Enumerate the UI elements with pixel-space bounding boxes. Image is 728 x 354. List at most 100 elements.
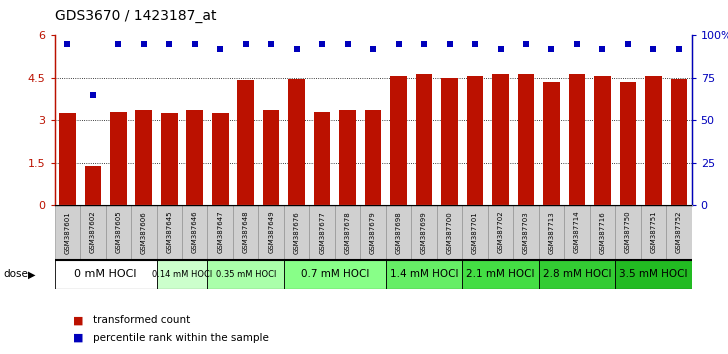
Bar — [284, 205, 309, 260]
Bar — [84, 166, 101, 205]
Text: GSM387648: GSM387648 — [242, 211, 249, 253]
Bar — [462, 205, 488, 260]
Text: GSM387751: GSM387751 — [650, 211, 657, 253]
Text: GSM387601: GSM387601 — [64, 211, 71, 253]
Bar — [157, 260, 207, 289]
Bar — [615, 260, 692, 289]
Bar — [666, 205, 692, 260]
Point — [189, 41, 201, 47]
Text: GSM387602: GSM387602 — [90, 211, 96, 253]
Text: GSM387700: GSM387700 — [446, 211, 453, 253]
Bar — [212, 113, 229, 205]
Point — [393, 41, 405, 47]
Bar — [467, 76, 483, 205]
Text: 0.14 mM HOCl: 0.14 mM HOCl — [152, 270, 212, 279]
Point — [419, 41, 430, 47]
Point — [622, 41, 634, 47]
Point — [521, 41, 532, 47]
Text: GSM387678: GSM387678 — [344, 211, 351, 253]
Point — [673, 46, 685, 52]
Bar — [488, 205, 513, 260]
Bar — [539, 260, 615, 289]
Point — [597, 46, 609, 52]
Bar — [182, 205, 207, 260]
Bar — [135, 110, 152, 205]
Text: ■: ■ — [73, 315, 83, 325]
Point — [546, 46, 558, 52]
Text: GSM387699: GSM387699 — [421, 211, 427, 253]
Point — [317, 41, 328, 47]
Bar — [569, 74, 585, 205]
Bar — [645, 76, 662, 205]
Text: GSM387702: GSM387702 — [497, 211, 504, 253]
Bar — [390, 76, 407, 205]
Bar — [186, 110, 203, 205]
Text: transformed count: transformed count — [93, 315, 191, 325]
Bar — [161, 113, 178, 205]
Bar — [365, 110, 381, 205]
Point — [368, 46, 379, 52]
Text: 2.1 mM HOCl: 2.1 mM HOCl — [466, 269, 535, 279]
Text: 2.8 mM HOCl: 2.8 mM HOCl — [542, 269, 612, 279]
Text: GSM387703: GSM387703 — [523, 211, 529, 253]
Bar — [437, 205, 462, 260]
Text: 0.35 mM HOCl: 0.35 mM HOCl — [215, 270, 276, 279]
Point — [62, 41, 73, 47]
Bar — [615, 205, 641, 260]
Bar — [258, 205, 284, 260]
Bar — [339, 110, 356, 205]
Text: ▶: ▶ — [28, 269, 35, 279]
Bar — [416, 74, 432, 205]
Point — [87, 92, 99, 98]
Bar — [670, 79, 687, 205]
Text: GSM387646: GSM387646 — [191, 211, 198, 253]
Bar — [284, 260, 386, 289]
Text: GSM387752: GSM387752 — [676, 211, 682, 253]
Bar — [590, 205, 615, 260]
Text: GSM387606: GSM387606 — [141, 211, 147, 253]
Bar — [106, 205, 131, 260]
Bar — [207, 260, 284, 289]
Point — [164, 41, 175, 47]
Point — [240, 41, 252, 47]
Text: GSM387677: GSM387677 — [319, 211, 325, 253]
Point — [266, 41, 277, 47]
Bar — [110, 113, 127, 205]
Bar — [564, 205, 590, 260]
Text: GSM387605: GSM387605 — [115, 211, 122, 253]
Point — [571, 41, 583, 47]
Point — [444, 41, 456, 47]
Point — [342, 41, 354, 47]
Bar — [513, 205, 539, 260]
Text: GSM387649: GSM387649 — [268, 211, 274, 253]
Point — [138, 41, 150, 47]
Bar — [360, 205, 386, 260]
Bar — [314, 113, 331, 205]
Bar — [55, 205, 80, 260]
Bar — [233, 205, 258, 260]
Bar — [80, 205, 106, 260]
Text: ■: ■ — [73, 333, 83, 343]
Point — [648, 46, 660, 52]
Bar — [620, 82, 636, 205]
Point — [291, 46, 303, 52]
Bar — [288, 79, 305, 205]
Bar — [309, 205, 335, 260]
Text: GSM387676: GSM387676 — [293, 211, 300, 253]
Point — [495, 46, 507, 52]
Text: GSM387645: GSM387645 — [166, 211, 173, 253]
Bar — [462, 260, 539, 289]
Bar — [641, 205, 666, 260]
Text: 1.4 mM HOCl: 1.4 mM HOCl — [389, 269, 459, 279]
Bar — [594, 76, 611, 205]
Bar — [55, 260, 157, 289]
Point — [215, 46, 226, 52]
Bar — [157, 205, 182, 260]
Text: 3.5 mM HOCl: 3.5 mM HOCl — [619, 269, 688, 279]
Text: GSM387716: GSM387716 — [599, 211, 606, 253]
Text: GSM387713: GSM387713 — [548, 211, 555, 253]
Text: dose: dose — [4, 269, 28, 279]
Bar — [386, 205, 411, 260]
Text: GSM387701: GSM387701 — [472, 211, 478, 253]
Bar — [237, 80, 254, 205]
